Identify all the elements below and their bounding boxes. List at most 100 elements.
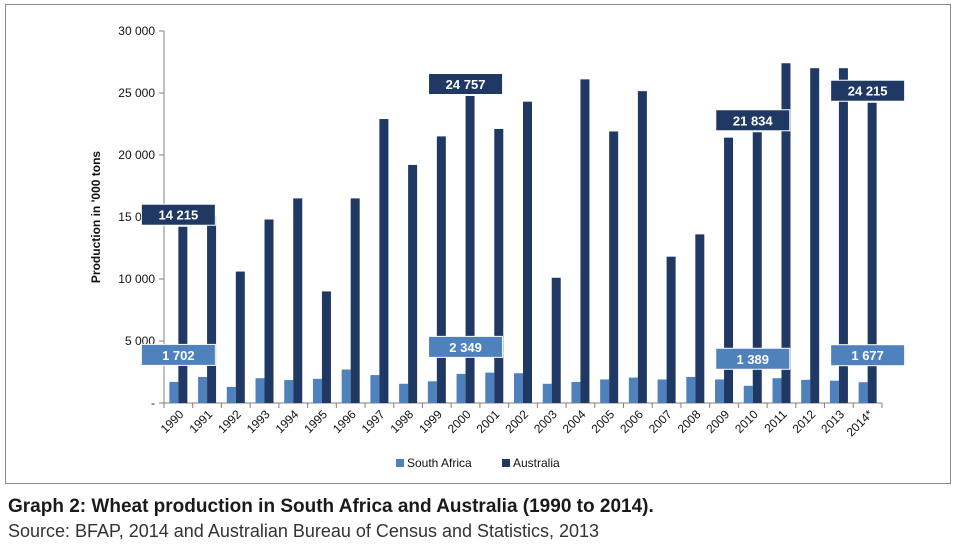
x-tick-label: 2009: [703, 407, 732, 436]
australia-bar-2011: [781, 63, 791, 404]
caption-source: Source: BFAP, 2014 and Australian Bureau…: [8, 521, 600, 541]
callout-label: 1 677: [851, 348, 884, 363]
australia-bar-1998: [408, 164, 418, 403]
x-tick-label: 1994: [273, 407, 302, 436]
y-axis-label: Production in '000 tons: [89, 151, 103, 284]
south-africa-bar-1994: [284, 380, 294, 403]
australia-bar-2010: [752, 132, 762, 403]
x-tick-label: 2006: [617, 407, 646, 436]
callout-box: [830, 79, 906, 102]
x-tick-label: 2005: [588, 407, 617, 436]
y-tick-label: 20 000: [118, 148, 155, 162]
x-tick-labels: 1990 1991 1992 1993 1994 1995 1996 1997 1998 1999…: [158, 407, 876, 439]
south-africa-bar-1995: [312, 378, 322, 403]
callouts: 14 215 24 757 21 834 24 215 1 702 2 349 1 389 1…: [140, 73, 906, 370]
legend-label-south-africa: South Africa: [407, 456, 472, 470]
callout-box: [830, 344, 906, 367]
south-africa-bar-2005: [600, 379, 610, 403]
australia-bar-1990: [178, 226, 188, 403]
south-africa-bar-2010: [743, 385, 753, 403]
callout-label: 14 215: [158, 208, 198, 223]
south-africa-bar-1998: [399, 383, 409, 403]
south-africa-bar-2000: [456, 373, 466, 403]
callout-box: [428, 335, 504, 358]
australia-callout-2000: 24 757: [428, 73, 504, 96]
legend-swatch-australia: [502, 459, 510, 467]
x-tick-label: 1998: [387, 407, 416, 436]
australia-bar-2013: [838, 68, 848, 403]
south-africa-bar-2004: [571, 381, 581, 403]
chart-frame: -5 000 10 000 15 000 20 000 25 000 30 000 14 …: [5, 4, 951, 484]
legend-label-australia: Australia: [513, 456, 560, 470]
callout-box: [140, 343, 216, 366]
callout-box: [428, 73, 504, 96]
australia-callout-1990: 14 215: [140, 203, 216, 226]
callout-box: [715, 109, 791, 132]
x-tick-label: 1997: [359, 407, 388, 436]
australia-bar-2001: [494, 128, 504, 403]
south-africa-bar-2013: [829, 380, 839, 403]
australia-bar-2006: [637, 91, 647, 403]
x-tick-label: 1999: [416, 407, 445, 436]
australia-bar-1993: [264, 219, 274, 403]
australia-bar-1996: [350, 198, 360, 403]
y-tick-label: 25 000: [118, 86, 155, 100]
x-tick-label: 2008: [675, 407, 704, 436]
x-tick-label: 2011: [761, 407, 789, 435]
australia-bar-2007: [666, 256, 676, 403]
callout-label: 1 389: [736, 352, 769, 367]
australia-bar-1999: [436, 136, 446, 403]
south-africa-bar-2007: [657, 379, 667, 403]
south-africa-bar-1999: [427, 381, 437, 403]
callout-label: 2 349: [449, 340, 482, 355]
australia-bar-2000: [465, 96, 475, 404]
south-africa-bar-1997: [370, 375, 380, 403]
south-africa-bar-1990: [169, 381, 179, 403]
x-tick-label: 1990: [158, 407, 187, 436]
south-africa-bar-1992: [226, 386, 236, 403]
x-tick-label: 2000: [445, 407, 474, 436]
south-africa-bar-2002: [514, 373, 523, 403]
south-africa-bar-2014: [858, 382, 868, 403]
callout-label: 1 702: [162, 348, 195, 363]
x-tick-label: 1991: [186, 407, 215, 436]
south-africa-bar-2009: [715, 379, 725, 403]
callout-label: 24 757: [446, 77, 486, 92]
south-africa-bar-2003: [542, 383, 552, 403]
caption: Graph 2: Wheat production in South Afric…: [8, 495, 948, 543]
australia-bar-2004: [580, 79, 590, 404]
caption-title: Graph 2: Wheat production in South Afric…: [8, 496, 654, 517]
x-tick-label: 1995: [301, 407, 330, 436]
south-africa-callout-2014: 1 677: [830, 344, 906, 367]
x-tick-label: 2010: [732, 407, 761, 436]
australia-bar-1995: [321, 291, 331, 403]
australia-bar-1997: [379, 119, 389, 403]
australia-bar-2002: [523, 101, 532, 404]
x-tick-label: 2004: [560, 407, 589, 436]
x-tick-label: 2003: [531, 407, 560, 436]
australia-bar-1994: [293, 198, 303, 403]
australia-callout-2014: 24 215: [830, 79, 906, 102]
australia-bar-2008: [695, 234, 705, 403]
australia-bar-1991: [207, 215, 217, 403]
y-tick-label: 30 000: [118, 24, 155, 38]
australia-bar-2009: [724, 137, 734, 403]
south-africa-callout-1990: 1 702: [140, 343, 216, 366]
australia-bar-1992: [235, 271, 245, 403]
south-africa-callout-2000: 2 349: [428, 335, 504, 358]
south-africa-callout-2010: 1 389: [715, 347, 791, 370]
x-tick-label: 2013: [818, 407, 847, 436]
y-tick-label: 10 000: [118, 272, 155, 286]
callout-box: [140, 203, 216, 226]
south-africa-bar-2006: [628, 377, 638, 403]
south-africa-bar-2008: [686, 376, 696, 403]
callout-label: 24 215: [848, 84, 888, 99]
x-tick-label: 2001: [474, 407, 503, 436]
australia-callout-2010: 21 834: [715, 109, 791, 132]
south-africa-bar-2001: [485, 372, 495, 403]
australia-bar-2014: [867, 102, 877, 403]
y-tick-label: -: [151, 396, 155, 410]
callout-box: [715, 347, 791, 370]
australia-bar-2012: [810, 68, 820, 403]
